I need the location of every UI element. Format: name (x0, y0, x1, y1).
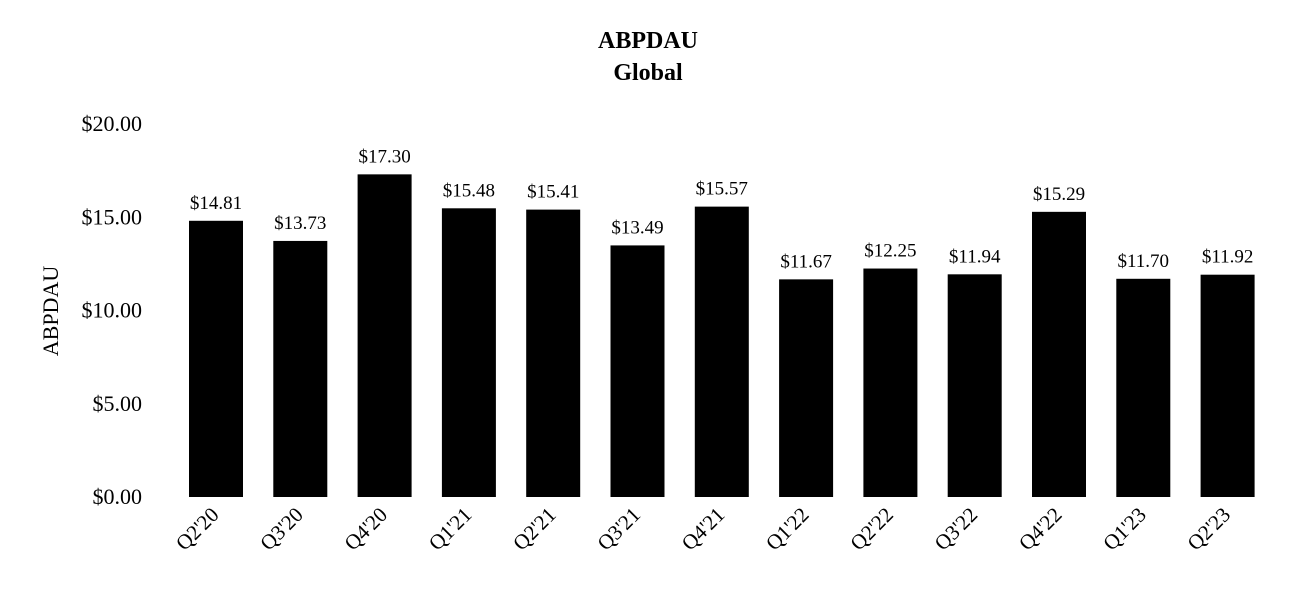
bar (1116, 278, 1171, 497)
data-label: $11.94 (949, 246, 1001, 267)
data-label: $15.57 (696, 179, 748, 200)
y-tick-label: $15.00 (82, 204, 143, 229)
bar (947, 274, 1002, 497)
data-label: $13.73 (274, 213, 326, 234)
x-tick-label: Q2'20 (171, 503, 224, 556)
data-label: $15.41 (527, 182, 579, 203)
data-label: $11.70 (1118, 251, 1170, 272)
data-label: $11.92 (1202, 247, 1254, 268)
y-axis-ticks: $0.00 $5.00 $10.00 $15.00 $20.00 (82, 111, 143, 509)
y-axis-label: ABPDAU (38, 266, 63, 357)
bar (441, 208, 496, 497)
x-tick-label: Q4'20 (339, 503, 392, 556)
chart-title: ABPDAU (598, 28, 698, 54)
bar (779, 279, 834, 497)
data-label: $15.48 (443, 180, 495, 201)
y-tick-label: $0.00 (93, 484, 143, 509)
x-tick-label: Q1'22 (761, 503, 814, 556)
x-tick-label: Q2'22 (845, 503, 898, 556)
y-tick-label: $5.00 (93, 391, 143, 416)
bar (863, 268, 918, 497)
y-tick-label: $10.00 (82, 298, 143, 323)
x-tick-label: Q2'23 (1182, 503, 1235, 556)
x-tick-label: Q3'20 (255, 503, 308, 556)
bar (1032, 211, 1086, 498)
bar (610, 245, 665, 497)
x-axis-ticks: Q2'20 Q3'20 Q4'20 Q1'21 Q2'21 Q3'21 Q4'21 Q1'22… (171, 503, 1235, 556)
bar (357, 174, 412, 498)
x-tick-label: Q3'22 (930, 503, 983, 556)
x-tick-label: Q2'21 (508, 503, 561, 556)
data-label: $17.30 (358, 146, 410, 167)
chart-subtitle: Global (613, 60, 683, 86)
data-label: $13.49 (611, 217, 663, 238)
x-tick-label: Q4'21 (677, 503, 730, 556)
data-labels: $14.81 $13.73 $17.30 $15.48 $15.41 $13.49 $15.… (190, 146, 1253, 272)
bar (273, 240, 328, 498)
x-tick-label: Q1'21 (424, 503, 477, 556)
data-label: $11.67 (780, 251, 832, 272)
bar (189, 220, 243, 497)
x-tick-label: Q1'23 (1098, 503, 1151, 556)
bar (526, 209, 581, 497)
x-tick-label: Q3'21 (592, 503, 645, 556)
data-label: $15.29 (1033, 184, 1085, 205)
bar (694, 206, 749, 497)
bar (1200, 274, 1255, 497)
data-label: $12.25 (864, 241, 916, 262)
data-label: $14.81 (190, 193, 242, 214)
y-tick-label: $20.00 (82, 111, 143, 136)
bars (189, 174, 1255, 498)
x-tick-label: Q4'22 (1014, 503, 1067, 556)
